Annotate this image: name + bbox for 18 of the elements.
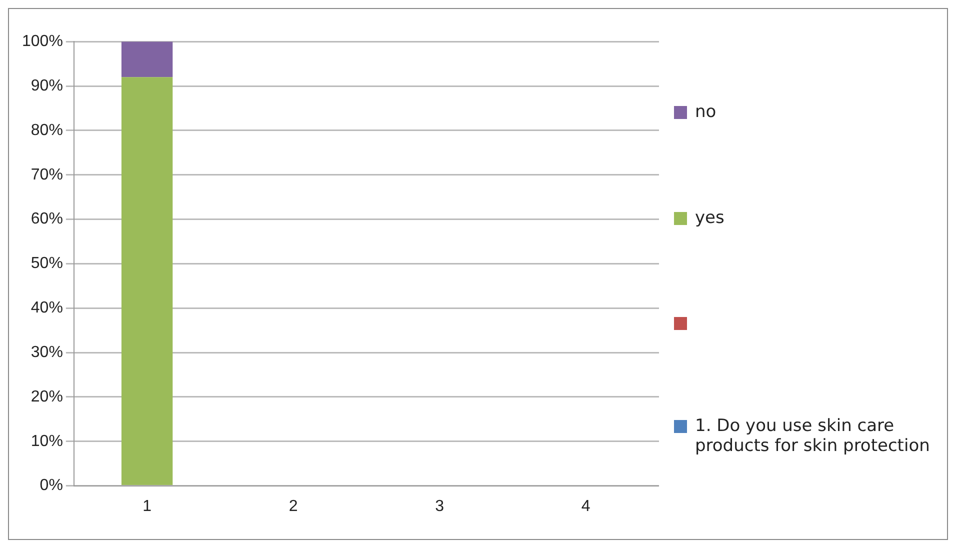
y-tick-label: 70% (30, 166, 63, 184)
y-tick-label: 60% (30, 210, 63, 228)
legend-label: 1. Do you use skin care products for skin protection (695, 416, 931, 456)
y-tick-label: 30% (30, 344, 63, 361)
y-tick-label: 0% (40, 477, 63, 494)
legend-label: no (695, 102, 716, 122)
y-tick-label: 10% (30, 432, 63, 450)
x-tick-label: 1 (142, 498, 152, 515)
x-tick-label: 3 (435, 498, 444, 515)
x-tick-label: 4 (581, 498, 590, 515)
legend-label: yes (695, 208, 724, 228)
y-tick-label: 50% (30, 255, 63, 272)
y-tick-label: 90% (30, 77, 63, 94)
y-tick-label: 100% (22, 33, 63, 50)
y-tick-label: 80% (30, 122, 63, 139)
y-tick-label: 40% (30, 300, 63, 317)
x-tick-label: 2 (288, 498, 298, 515)
y-tick-label: 20% (30, 388, 63, 406)
